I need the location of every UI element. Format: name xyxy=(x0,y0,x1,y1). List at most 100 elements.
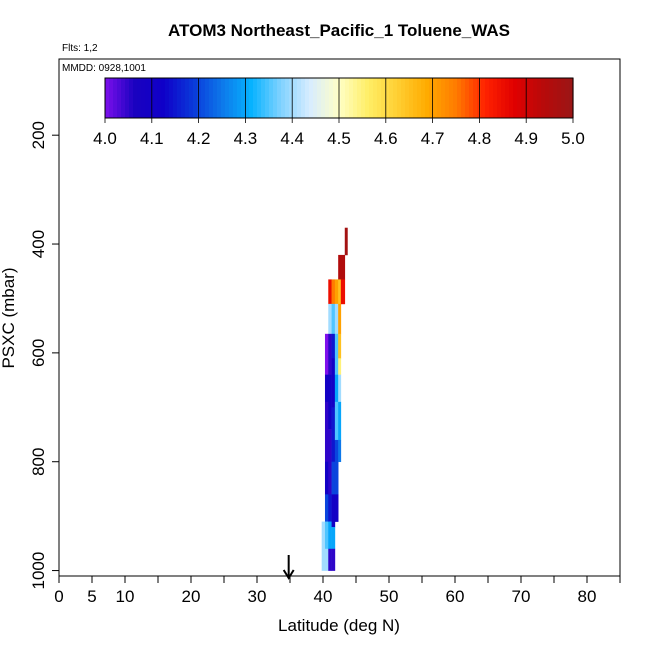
data-cell xyxy=(324,461,329,495)
colorbar-tick-label: 4.5 xyxy=(327,129,351,148)
colorbar-segment xyxy=(149,78,154,118)
data-cell xyxy=(344,227,348,256)
colorbar-segment xyxy=(121,78,126,118)
colorbar-segment xyxy=(137,78,142,118)
colorbar-segment xyxy=(553,78,558,118)
x-tick-label: 30 xyxy=(248,587,267,606)
colorbar-segment xyxy=(173,78,178,118)
colorbar-segment xyxy=(525,78,530,118)
colorbar-segment xyxy=(357,78,362,118)
data-cell xyxy=(334,279,339,305)
data-cell xyxy=(334,494,339,522)
colorbar-segment xyxy=(473,78,478,118)
colorbar-segment xyxy=(433,78,438,118)
colorbar-segment xyxy=(461,78,466,118)
colorbar-segment xyxy=(485,78,490,118)
colorbar-segment xyxy=(185,78,190,118)
data-cell xyxy=(324,374,329,403)
data-cell xyxy=(338,374,342,403)
chart-title: ATOM3 Northeast_Pacific_1 Toluene_WAS xyxy=(168,21,510,40)
colorbar-segment xyxy=(505,78,510,118)
x-tick-label: 20 xyxy=(182,587,201,606)
data-cell xyxy=(331,527,336,550)
colorbar-segment xyxy=(261,78,266,118)
colorbar-segment xyxy=(141,78,146,118)
data-cell xyxy=(324,401,329,463)
colorbar-segment xyxy=(385,78,390,118)
colorbar-segment xyxy=(289,78,294,118)
x-axis: 0 5 10 20 30 40 50 60 70 80 xyxy=(54,576,621,606)
colorbar-tick-label: 4.6 xyxy=(374,129,398,148)
colorbar-segment xyxy=(245,78,250,118)
colorbar-segment xyxy=(333,78,338,118)
x-tick-label: 70 xyxy=(512,587,531,606)
data-cell xyxy=(328,548,332,571)
colorbar-tick-label: 4.9 xyxy=(514,129,538,148)
data-cell xyxy=(331,358,336,408)
colorbar-segment xyxy=(421,78,426,118)
colorbar-segment xyxy=(161,78,166,118)
data-cell xyxy=(338,254,342,280)
data-cell xyxy=(338,279,342,305)
colorbar-tick-label: 4.8 xyxy=(468,129,492,148)
colorbar-segment xyxy=(321,78,326,118)
colorbar-segment xyxy=(213,78,218,118)
data-cell xyxy=(338,439,342,463)
data-cell xyxy=(338,358,342,375)
data-cell xyxy=(340,279,346,305)
data-cell xyxy=(340,254,346,280)
colorbar-segment xyxy=(429,78,434,118)
colorbar: 4.0 4.1 4.2 4.3 4.4 4.5 4.6 4.7 4.8 4.9 5.0 xyxy=(93,77,585,148)
colorbar-segment xyxy=(153,78,158,118)
y-tick-label: 600 xyxy=(29,339,48,367)
colorbar-segment xyxy=(457,78,462,118)
data-cell xyxy=(331,548,336,571)
colorbar-segment xyxy=(445,78,450,118)
colorbar-tick-label: 4.1 xyxy=(140,129,164,148)
data-cell xyxy=(324,521,329,550)
colorbar-segment xyxy=(361,78,366,118)
colorbar-segment xyxy=(377,78,382,118)
colorbar-segment xyxy=(513,78,518,118)
colorbar-segment xyxy=(269,78,274,118)
colorbar-segment xyxy=(197,78,202,118)
colorbar-segment xyxy=(249,78,254,118)
colorbar-segment xyxy=(441,78,446,118)
colorbar-segment xyxy=(257,78,262,118)
x-tick-label: 10 xyxy=(116,587,135,606)
colorbar-segment xyxy=(237,78,242,118)
colorbar-segment xyxy=(465,78,470,118)
colorbar-segment xyxy=(381,78,386,118)
data-cell xyxy=(338,401,342,441)
colorbar-segment xyxy=(417,78,422,118)
colorbar-segment xyxy=(221,78,226,118)
colorbar-segment xyxy=(209,78,214,118)
data-cell xyxy=(338,333,342,359)
y-tick-label: 400 xyxy=(29,230,48,258)
data-cell xyxy=(331,494,336,528)
data-cell xyxy=(328,429,332,495)
colorbar-segment xyxy=(341,78,346,118)
colorbar-segment xyxy=(281,78,286,118)
data-cell xyxy=(334,401,339,441)
data-cell xyxy=(328,333,332,375)
colorbar-segment xyxy=(521,78,526,118)
colorbar-segment xyxy=(449,78,454,118)
colorbar-segment xyxy=(325,78,330,118)
colorbar-segment xyxy=(265,78,270,118)
colorbar-segment xyxy=(181,78,186,118)
colorbar-segment xyxy=(317,78,322,118)
colorbar-segment xyxy=(389,78,394,118)
colorbar-segment xyxy=(453,78,458,118)
y-axis-label: PSXC (mbar) xyxy=(0,267,18,368)
dates-label: MMDD: 0928,1001 xyxy=(62,63,146,74)
colorbar-segment xyxy=(425,78,430,118)
data-cells xyxy=(321,227,348,571)
colorbar-segment xyxy=(305,78,310,118)
data-cell xyxy=(331,279,336,305)
colorbar-segment xyxy=(293,78,298,118)
colorbar-segment xyxy=(189,78,194,118)
colorbar-segment xyxy=(169,78,174,118)
data-cell xyxy=(331,407,336,463)
